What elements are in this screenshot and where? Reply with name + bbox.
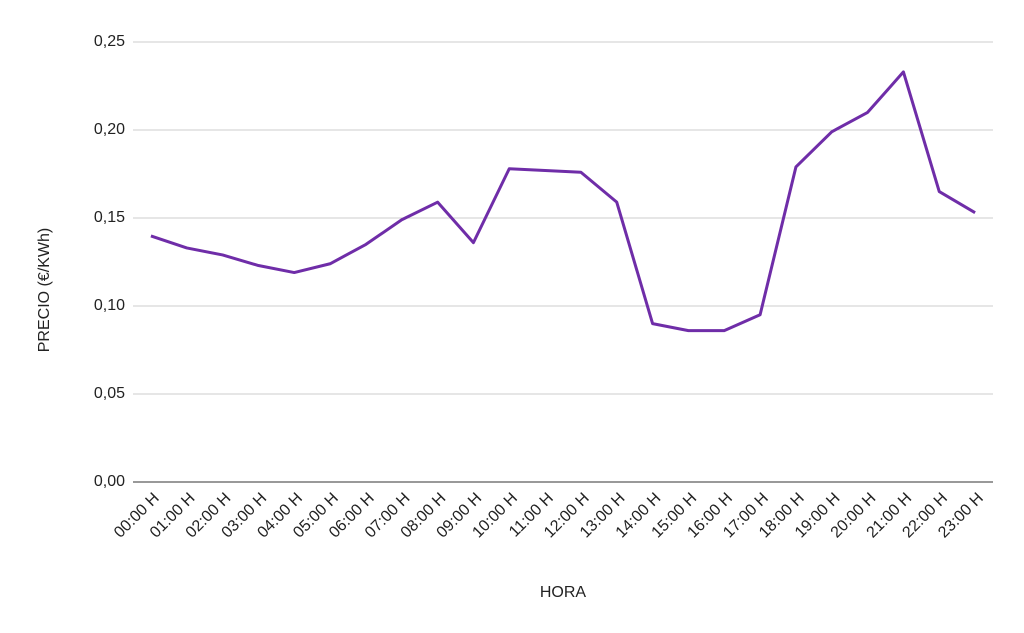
y-tick-label: 0,25 [94, 33, 125, 50]
line [150, 70, 976, 333]
y-tick-label: 0,15 [94, 209, 125, 226]
x-axis-title: HORA [540, 584, 587, 601]
y-tick-label: 0,05 [94, 385, 125, 402]
y-tick-label: 0,00 [94, 473, 125, 490]
y-axis-title: PRECIO (€/KWh) [36, 228, 53, 352]
y-tick-label: 0,20 [94, 121, 125, 138]
y-tick-label: 0,10 [94, 297, 125, 314]
